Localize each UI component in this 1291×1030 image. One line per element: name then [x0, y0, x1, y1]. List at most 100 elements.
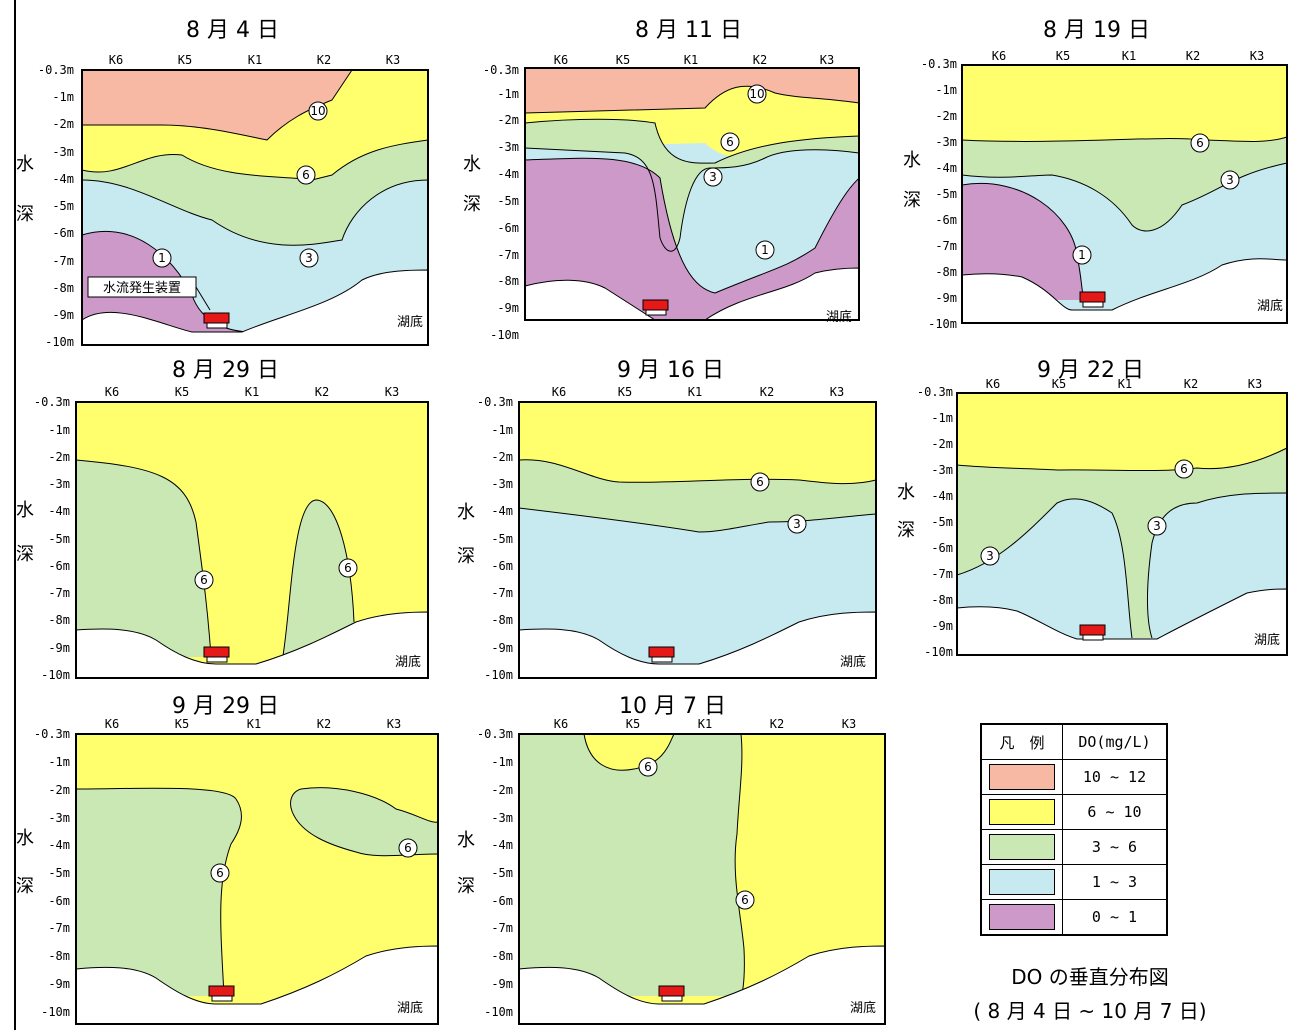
side-label-water: 水 [897, 482, 915, 503]
depth-tick: -10m [928, 317, 957, 331]
depth-tick: -8m [491, 613, 513, 627]
depth-tick: -7m [48, 921, 70, 935]
figure-caption: DO の垂直分布図 ( 8 月 4 日 ~ 10 月 7 日) [940, 960, 1240, 1028]
legend-range: 10 ~ 12 [1062, 759, 1168, 795]
depth-tick: -4m [48, 504, 70, 518]
station-label: K1 [247, 717, 261, 731]
depth-tick: -4m [931, 489, 953, 503]
contour-label: 1 [1078, 248, 1086, 262]
legend-range: 3 ~ 6 [1062, 829, 1168, 865]
station-label: K6 [554, 53, 568, 67]
panel-aug11: 8 月 11 日 水 深 -0.3m -1m -2m -3m -4m -5m -… [455, 0, 895, 350]
depth-tick: -6m [48, 894, 70, 908]
depth-tick: -6m [491, 894, 513, 908]
depth-tick: -4m [52, 172, 74, 186]
station-label: K6 [105, 717, 119, 731]
lakebed-label: 湖底 [397, 1000, 423, 1016]
depth-tick: -8m [491, 949, 513, 963]
legend-table: 凡 例 DO(mg/L) 10 ~ 12 6 ~ 10 3 ~ 6 1 ~ 3 … [980, 723, 1168, 936]
contour-label: 6 [756, 475, 764, 489]
contour-label: 6 [741, 893, 749, 907]
depth-tick: -9m [497, 301, 519, 315]
contour-label: 3 [305, 251, 313, 265]
depth-tick: -5m [491, 532, 513, 546]
depth-tick: -4m [497, 167, 519, 181]
depth-tick: -10m [41, 668, 70, 682]
side-label-depth: 深 [903, 190, 921, 211]
depth-tick: -1m [491, 755, 513, 769]
depth-tick: -10m [490, 328, 519, 342]
depth-tick: -2m [935, 109, 957, 123]
depth-tick: -0.3m [477, 395, 513, 409]
depth-tick: -8m [931, 593, 953, 607]
legend-header: 凡 例 DO(mg/L) [980, 723, 1168, 760]
panel-aug4: 8 月 4 日 水 深 -0.3m -1m -2m -3m -4m -5m -6… [0, 0, 440, 350]
depth-tick: -9m [48, 977, 70, 991]
contour-label: 3 [986, 549, 994, 563]
side-label-water: 水 [463, 154, 481, 175]
station-label: K1 [698, 717, 712, 731]
legend-swatch [989, 869, 1055, 895]
depth-tick: -0.3m [921, 57, 957, 71]
station-label: K1 [684, 53, 698, 67]
station-label: K3 [1248, 377, 1262, 391]
left-border [14, 0, 16, 1030]
depth-tick: -1m [935, 83, 957, 97]
side-label-depth: 深 [897, 520, 915, 541]
depth-tick: -8m [48, 949, 70, 963]
side-label-depth: 深 [457, 546, 475, 567]
side-label-depth: 深 [16, 204, 34, 225]
contour-label: 6 [302, 168, 310, 182]
panel-title: 10 月 7 日 [619, 694, 726, 719]
depth-tick: -5m [931, 515, 953, 529]
depth-tick: -5m [52, 199, 74, 213]
depth-tick: -4m [491, 838, 513, 852]
lakebed-label: 湖底 [1257, 298, 1283, 314]
depth-tick: -0.3m [483, 63, 519, 77]
contour-label: 1 [158, 251, 166, 265]
station-label: K5 [1052, 377, 1066, 391]
panel-aug19: 8 月 19 日 水 深 -0.3m -1m -2m -3m -4m -5m -… [895, 0, 1291, 350]
side-label-water: 水 [16, 828, 34, 849]
legend-swatch [989, 799, 1055, 825]
depth-tick: -3m [52, 145, 74, 159]
depth-tick: -6m [497, 221, 519, 235]
depth-tick: -7m [48, 586, 70, 600]
depth-tick: -1m [497, 87, 519, 101]
depth-tick: -2m [491, 783, 513, 797]
station-label: K6 [986, 377, 1000, 391]
contour-label: 6 [216, 866, 224, 880]
panel-sep29: 9 月 29 日 水 深 -0.3m -1m -2m -3m -4m -5m -… [0, 686, 440, 1030]
caption-line-2: ( 8 月 4 日 ~ 10 月 7 日) [973, 999, 1207, 1023]
depth-tick: -3m [491, 477, 513, 491]
depth-tick: -9m [491, 977, 513, 991]
contour-label: 3 [793, 517, 801, 531]
panel-title: 8 月 19 日 [1043, 18, 1150, 43]
depth-tick: -5m [497, 194, 519, 208]
side-label-water: 水 [457, 830, 475, 851]
depth-tick: -0.3m [917, 385, 953, 399]
panel-title: 8 月 29 日 [172, 358, 279, 383]
side-label-depth: 深 [457, 876, 475, 897]
panel-title: 9 月 22 日 [1037, 358, 1144, 383]
depth-tick: -0.3m [34, 395, 70, 409]
station-label: K2 [317, 53, 331, 67]
depth-tick: -5m [935, 187, 957, 201]
station-label: K5 [178, 53, 192, 67]
device-label: 水流発生装置 [103, 281, 181, 296]
section-plot: -0.3m -1m -2m -3m -4m -5m -6m -7m -8m -9… [483, 53, 860, 342]
depth-tick: -6m [48, 559, 70, 573]
panel-aug29: 8 月 29 日 水 深 -0.3m -1m -2m -3m -4m -5m -… [0, 348, 440, 688]
station-label: K3 [820, 53, 834, 67]
station-label: K1 [1118, 377, 1132, 391]
depth-tick: -9m [931, 619, 953, 633]
depth-tick: -3m [491, 811, 513, 825]
station-label: K6 [554, 717, 568, 731]
contour-label: 3 [1226, 173, 1234, 187]
station-label: K1 [688, 385, 702, 399]
depth-tick: -6m [52, 226, 74, 240]
lakebed-label: 湖底 [840, 654, 866, 670]
panel-title: 9 月 29 日 [172, 694, 279, 719]
legend-swatch [989, 834, 1055, 860]
lakebed-label: 湖底 [850, 1000, 876, 1016]
